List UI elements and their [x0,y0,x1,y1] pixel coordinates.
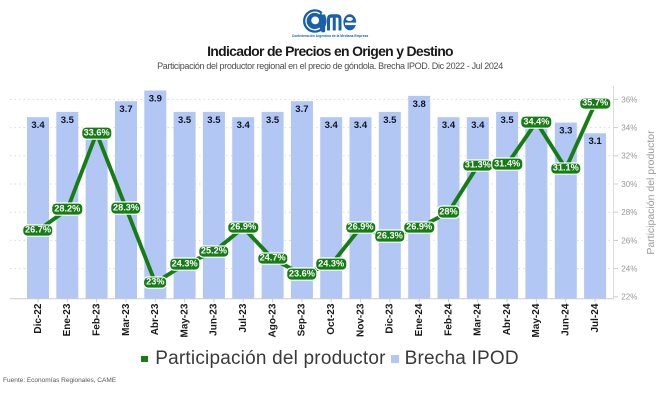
svg-text:3.4: 3.4 [325,120,339,131]
svg-text:3.4: 3.4 [237,120,251,131]
svg-text:Feb-24: Feb-24 [443,303,454,336]
svg-text:3.1: 3.1 [588,136,602,147]
svg-text:Ene-24: Ene-24 [414,303,425,336]
svg-text:May-24: May-24 [531,303,542,337]
svg-text:Ene-23: Ene-23 [62,303,73,336]
svg-text:3.4: 3.4 [31,120,45,131]
svg-text:Dic-23: Dic-23 [385,303,396,333]
svg-text:3.9: 3.9 [149,93,162,104]
svg-text:3.5: 3.5 [207,115,221,126]
svg-text:32%: 32% [621,152,637,161]
svg-text:Sep-23: Sep-23 [297,303,308,336]
svg-text:3.5: 3.5 [500,115,514,126]
svg-text:Mar-23: Mar-23 [121,303,132,336]
svg-text:22%: 22% [621,293,637,302]
svg-text:Jul-24: Jul-24 [590,303,601,332]
svg-text:34%: 34% [621,124,637,133]
svg-text:3.4: 3.4 [442,120,456,131]
svg-text:30%: 30% [621,180,637,189]
svg-text:Mar-24: Mar-24 [473,303,484,336]
svg-text:3.5: 3.5 [383,115,397,126]
svg-text:36%: 36% [621,95,637,104]
svg-text:Oct-23: Oct-23 [326,303,337,335]
svg-text:3.7: 3.7 [119,104,132,115]
svg-text:Nov-23: Nov-23 [355,303,366,337]
svg-text:Jun-23: Jun-23 [209,303,220,336]
svg-text:3.5: 3.5 [61,115,75,126]
svg-text:Participación del productor: Participación del productor [645,130,657,255]
svg-text:Feb-23: Feb-23 [91,303,102,336]
svg-text:Abr-23: Abr-23 [150,303,161,335]
svg-text:26%: 26% [621,236,637,245]
svg-text:3.3: 3.3 [559,126,572,137]
svg-text:May-23: May-23 [179,303,190,337]
svg-text:Dic-22: Dic-22 [33,303,44,333]
svg-text:3.8: 3.8 [413,99,426,110]
svg-text:3.5: 3.5 [178,115,192,126]
svg-text:24%: 24% [621,265,637,274]
svg-text:28%: 28% [621,208,637,217]
svg-text:Ago-23: Ago-23 [267,303,278,337]
svg-text:Jul-23: Jul-23 [238,303,249,332]
svg-text:3.4: 3.4 [471,120,485,131]
svg-text:Jun-24: Jun-24 [561,303,572,336]
svg-text:3.7: 3.7 [295,104,308,115]
svg-text:3.4: 3.4 [354,120,368,131]
svg-text:Abr-24: Abr-24 [502,303,513,335]
svg-text:3.5: 3.5 [266,115,280,126]
